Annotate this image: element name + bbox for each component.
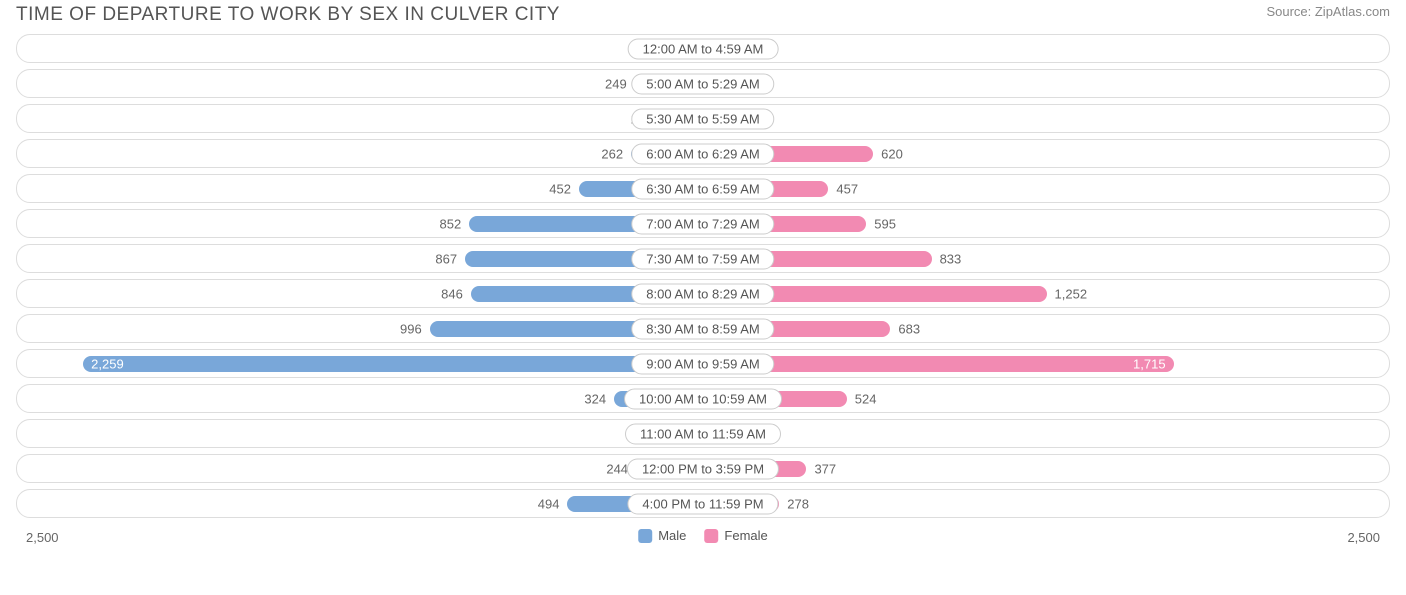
female-value: 377	[814, 461, 836, 476]
female-value: 620	[881, 146, 903, 161]
row-label: 11:00 AM to 11:59 AM	[625, 423, 781, 444]
male-value: 452	[549, 181, 571, 196]
chart-area: 13712312:00 AM to 4:59 AM 249835:00 AM to…	[0, 34, 1406, 518]
male-bar: 2,259	[83, 356, 703, 372]
chart-row: 324 524 10:00 AM to 10:59 AM	[16, 384, 1390, 413]
legend-female-label: Female	[724, 528, 767, 543]
chart-row: 2,259 1,715 9:00 AM to 9:59 AM	[16, 349, 1390, 378]
female-value: 1,252	[1055, 286, 1088, 301]
row-label: 5:30 AM to 5:59 AM	[631, 108, 774, 129]
footer: 2,500 Male Female 2,500	[0, 524, 1406, 554]
male-value: 494	[538, 496, 560, 511]
male-value: 324	[584, 391, 606, 406]
female-value: 278	[787, 496, 809, 511]
chart-row: 244 377 12:00 PM to 3:59 PM	[16, 454, 1390, 483]
row-label: 7:00 AM to 7:29 AM	[631, 213, 774, 234]
chart-row: 996 683 8:30 AM to 8:59 AM	[16, 314, 1390, 343]
row-label: 6:00 AM to 6:29 AM	[631, 143, 774, 164]
chart-row: 452 457 6:30 AM to 6:59 AM	[16, 174, 1390, 203]
row-label: 10:00 AM to 10:59 AM	[624, 388, 782, 409]
chart-row: 852 595 7:00 AM to 7:29 AM	[16, 209, 1390, 238]
axis-right-label: 2,500	[1347, 530, 1380, 545]
axis-left-label: 2,500	[26, 530, 59, 545]
female-value: 595	[874, 216, 896, 231]
chart-row: 846 1,252 8:00 AM to 8:29 AM	[16, 279, 1390, 308]
legend-female: Female	[704, 528, 767, 543]
male-value: 262	[601, 146, 623, 161]
header: TIME OF DEPARTURE TO WORK BY SEX IN CULV…	[0, 0, 1406, 34]
chart-title: TIME OF DEPARTURE TO WORK BY SEX IN CULV…	[16, 4, 560, 26]
row-label: 6:30 AM to 6:59 AM	[631, 178, 774, 199]
chart-row: 867 833 7:30 AM to 7:59 AM	[16, 244, 1390, 273]
row-label: 4:00 PM to 11:59 PM	[627, 493, 778, 514]
male-value: 996	[400, 321, 422, 336]
row-label: 8:00 AM to 8:29 AM	[631, 283, 774, 304]
female-value: 457	[836, 181, 858, 196]
legend-male-label: Male	[658, 528, 686, 543]
chart-row: 156585:30 AM to 5:59 AM	[16, 104, 1390, 133]
female-value: 1,715	[1133, 356, 1166, 371]
female-value: 683	[898, 321, 920, 336]
chart-row: 7113011:00 AM to 11:59 AM	[16, 419, 1390, 448]
male-value: 867	[435, 251, 457, 266]
male-swatch	[638, 529, 652, 543]
female-value: 524	[855, 391, 877, 406]
row-label: 12:00 PM to 3:59 PM	[627, 458, 779, 479]
legend: Male Female	[638, 528, 768, 543]
legend-male: Male	[638, 528, 686, 543]
row-label: 5:00 AM to 5:29 AM	[631, 73, 774, 94]
row-label: 7:30 AM to 7:59 AM	[631, 248, 774, 269]
male-value: 2,259	[91, 356, 124, 371]
chart-row: 494 278 4:00 PM to 11:59 PM	[16, 489, 1390, 518]
female-swatch	[704, 529, 718, 543]
chart-row: 13712312:00 AM to 4:59 AM	[16, 34, 1390, 63]
female-value: 833	[940, 251, 962, 266]
male-value: 852	[440, 216, 462, 231]
chart-row: 249835:00 AM to 5:29 AM	[16, 69, 1390, 98]
row-label: 9:00 AM to 9:59 AM	[631, 353, 774, 374]
source-label: Source: ZipAtlas.com	[1266, 4, 1390, 19]
male-value: 249	[605, 76, 627, 91]
row-label: 8:30 AM to 8:59 AM	[631, 318, 774, 339]
male-value: 244	[606, 461, 628, 476]
chart-row: 262 620 6:00 AM to 6:29 AM	[16, 139, 1390, 168]
row-label: 12:00 AM to 4:59 AM	[628, 38, 779, 59]
male-value: 846	[441, 286, 463, 301]
